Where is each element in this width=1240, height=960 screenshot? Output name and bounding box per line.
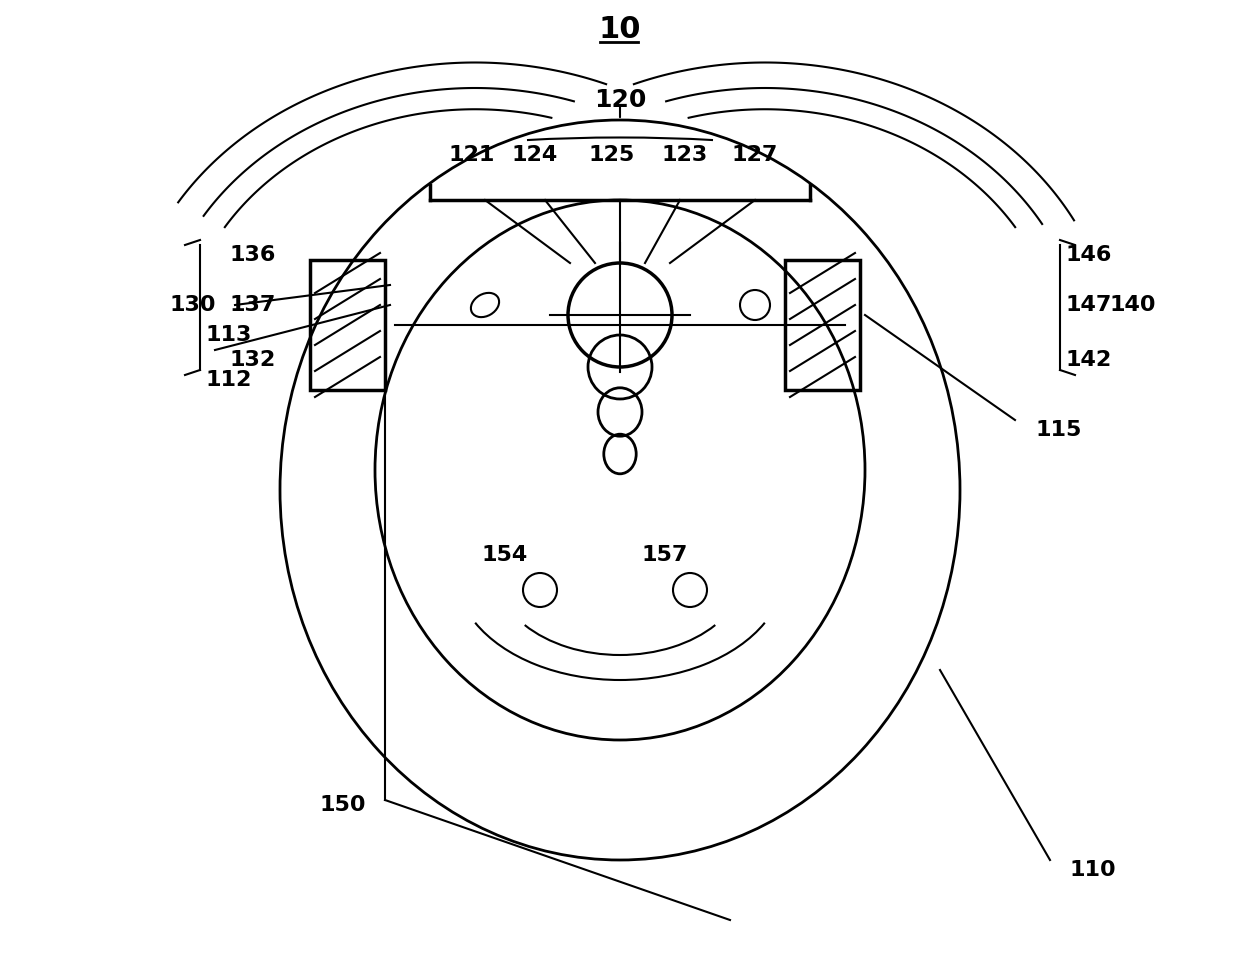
Text: 113: 113 xyxy=(205,325,252,345)
Bar xyxy=(785,260,861,390)
Text: 137: 137 xyxy=(229,295,277,315)
Text: 154: 154 xyxy=(482,545,528,565)
Text: 121: 121 xyxy=(449,145,495,165)
Text: 132: 132 xyxy=(229,350,277,370)
Text: 124: 124 xyxy=(512,145,558,165)
Text: 123: 123 xyxy=(662,145,708,165)
Text: 110: 110 xyxy=(1070,860,1117,880)
Text: 140: 140 xyxy=(1110,295,1157,315)
Text: 112: 112 xyxy=(205,370,252,390)
Text: 150: 150 xyxy=(320,795,367,815)
Text: 120: 120 xyxy=(594,88,646,112)
Text: 130: 130 xyxy=(170,295,217,315)
Text: 147: 147 xyxy=(1065,295,1111,315)
Text: 136: 136 xyxy=(229,245,277,265)
Bar xyxy=(310,260,384,390)
Text: 10: 10 xyxy=(599,15,641,44)
Text: 115: 115 xyxy=(1035,420,1081,440)
Text: 142: 142 xyxy=(1065,350,1111,370)
Text: 146: 146 xyxy=(1065,245,1111,265)
Text: 157: 157 xyxy=(642,545,688,565)
Text: 127: 127 xyxy=(732,145,779,165)
Text: 125: 125 xyxy=(589,145,635,165)
